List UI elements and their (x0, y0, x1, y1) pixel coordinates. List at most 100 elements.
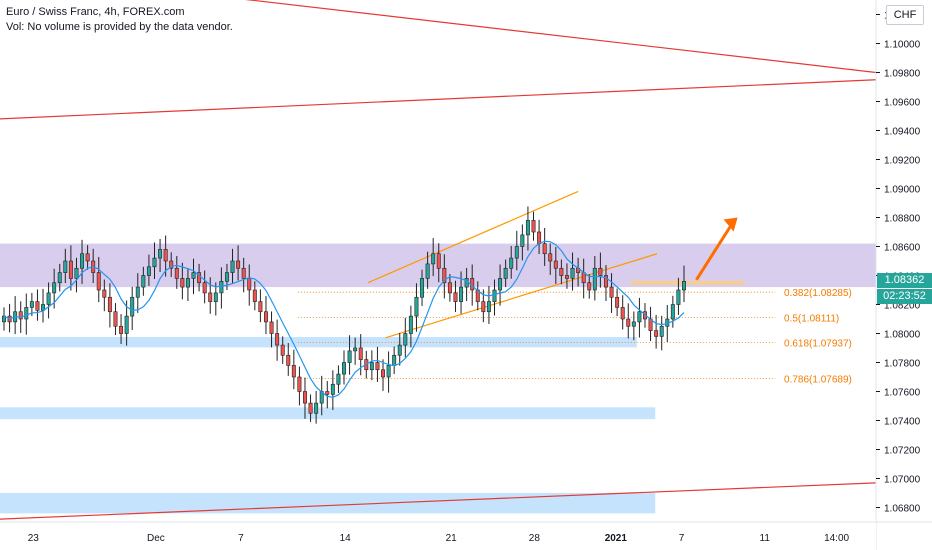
candle-body (525, 220, 530, 236)
candle-body (18, 311, 23, 320)
candle-body (241, 267, 246, 279)
candle-body (286, 354, 291, 366)
y-tick-label: 1.08200 (884, 301, 921, 312)
candle-body (336, 373, 341, 385)
candle-body (670, 304, 675, 320)
candle-body (152, 257, 157, 268)
candle-body (620, 307, 625, 320)
y-tick-label: 1.10000 (884, 40, 921, 51)
candle-body (425, 263, 430, 279)
candle-body (542, 243, 547, 255)
candle-body (408, 315, 413, 334)
candle-body (459, 286, 464, 302)
candle-body (169, 260, 174, 269)
candle-body (592, 267, 597, 291)
last-price-label: 1.08362 (877, 273, 932, 288)
candle-body (63, 260, 68, 273)
y-tick-label: 1.08000 (884, 330, 921, 341)
candle-body (113, 311, 118, 327)
candle-body (570, 267, 575, 279)
x-tick-label: 2021 (605, 533, 628, 544)
candle-body (258, 301, 263, 313)
wedge-upper-line (367, 190, 579, 284)
lower-trend-line (0, 482, 877, 520)
candle-body (420, 278, 425, 298)
candle-body (514, 246, 519, 259)
candle-body (626, 318, 631, 327)
candle-body (325, 391, 330, 395)
candle-body (135, 286, 140, 298)
candle-body (609, 286, 614, 298)
y-tick-label: 1.09200 (884, 156, 921, 167)
candle-body (269, 321, 274, 334)
candle-body (509, 257, 514, 269)
y-tick-label: 1.07800 (884, 359, 921, 370)
support-zone (0, 492, 656, 514)
candle-body (659, 325, 664, 337)
candle-body (80, 253, 85, 269)
candle-body (342, 362, 346, 375)
x-tick-label: 14:00 (824, 533, 849, 544)
y-tick-label: 1.09800 (884, 69, 921, 80)
candle-body (107, 296, 112, 313)
candle-body (631, 321, 636, 327)
horizontal-level (630, 280, 745, 285)
candle-body (158, 249, 163, 259)
candle-body (213, 292, 218, 302)
candle-body (347, 350, 352, 363)
candle-body (208, 292, 213, 302)
candle-body (119, 325, 124, 334)
countdown-label: 02:23:52 (877, 289, 932, 304)
candle-body (559, 267, 564, 276)
x-tick-label: 23 (28, 533, 40, 544)
candle-body (369, 362, 374, 371)
candle-body (141, 275, 146, 288)
fib-label-0.382: 0.382(1.08285) (784, 288, 852, 299)
candle-body (520, 234, 525, 247)
candle-body (224, 272, 229, 282)
candle-body (330, 383, 335, 395)
candle-body (654, 330, 659, 337)
candle-body (447, 282, 452, 294)
y-tick-label: 1.09400 (884, 127, 921, 138)
candle-body (353, 347, 358, 352)
candle-body (24, 307, 29, 320)
y-tick-label: 1.08800 (884, 214, 921, 225)
candle-body (564, 275, 569, 279)
candle-body (275, 333, 280, 346)
candle-body (598, 267, 603, 276)
candle-body (676, 289, 681, 305)
candle-body (202, 282, 207, 294)
candle-body (146, 266, 151, 276)
candle-body (492, 289, 497, 302)
y-tick-label: 1.07200 (884, 446, 921, 457)
y-tick-label: 1.08600 (884, 243, 921, 254)
candle-body (102, 289, 107, 298)
candle-body (392, 354, 397, 366)
candle-body (297, 376, 302, 392)
candle-body (303, 391, 307, 404)
y-tick-label: 1.09000 (884, 185, 921, 196)
candle-body (548, 253, 553, 262)
candle-body (453, 292, 458, 302)
candle-body (35, 301, 40, 311)
candle-body (130, 296, 135, 317)
x-tick-label: Dec (147, 533, 165, 544)
currency-button[interactable]: CHF (886, 5, 924, 25)
support-zone (0, 407, 656, 420)
candle-body (247, 278, 252, 291)
x-tick-label: 14 (340, 533, 352, 544)
candle-body (124, 315, 129, 334)
candle-body (442, 267, 447, 284)
candle-body (163, 249, 168, 262)
up-arrow-head (723, 217, 738, 232)
candle-body (219, 280, 224, 294)
candle-body (68, 260, 73, 279)
candle-body (2, 315, 6, 323)
candle-body (481, 301, 486, 313)
candle-body (230, 260, 235, 273)
candle-body (682, 280, 686, 291)
y-tick-label: 1.07600 (884, 388, 921, 399)
x-tick-label: 11 (760, 533, 771, 544)
